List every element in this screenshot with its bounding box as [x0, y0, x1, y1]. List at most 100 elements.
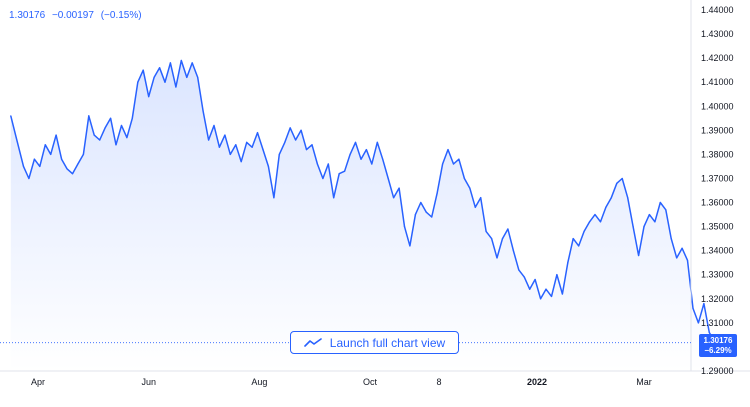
price-point [246, 141, 248, 143]
price-point [507, 228, 509, 230]
price-point [186, 76, 188, 78]
x-tick-label: Apr [31, 377, 45, 387]
price-quote: 1.30176 −0.00197 (−0.15%) [9, 10, 146, 21]
price-point [485, 230, 487, 232]
price-point [289, 127, 291, 129]
price-point [703, 303, 705, 305]
y-tick-label: 1.38000 [701, 149, 734, 159]
price-point [708, 331, 710, 334]
y-tick-label: 1.44000 [701, 5, 734, 15]
price-point [131, 117, 133, 119]
price-point [273, 197, 275, 199]
price-point [327, 163, 329, 165]
price-point [452, 163, 455, 165]
price-point [409, 245, 411, 247]
price-point [349, 153, 351, 155]
price-point [512, 250, 515, 252]
price-point [311, 144, 313, 146]
price-point [496, 257, 498, 259]
last-price-badge: 1.30176 −6.29% [699, 334, 737, 357]
price-point [665, 209, 667, 211]
price-point [425, 211, 427, 213]
price-point [567, 262, 569, 264]
y-tick-label: 1.29000 [701, 366, 734, 376]
price-point [110, 117, 112, 119]
y-tick-label: 1.33000 [701, 270, 734, 280]
price-point [447, 149, 449, 151]
price-point [365, 149, 367, 151]
badge-change-pct: −6.29% [704, 345, 732, 355]
price-point [681, 247, 683, 249]
y-tick-label: 1.35000 [701, 222, 734, 232]
price-point [469, 187, 471, 189]
launch-full-chart-button[interactable]: Launch full chart view [290, 331, 459, 354]
price-point [403, 226, 406, 228]
price-point [616, 182, 618, 184]
x-tick-label: Aug [251, 377, 267, 387]
price-point [534, 278, 536, 281]
price-point [300, 129, 302, 131]
price-point [338, 173, 340, 175]
price-point [71, 173, 74, 175]
y-tick-label: 1.41000 [701, 77, 734, 87]
y-tick-label: 1.31000 [701, 318, 734, 328]
price-point [414, 214, 416, 216]
price-point [676, 257, 678, 259]
price-point [148, 96, 150, 98]
price-point [621, 177, 623, 180]
price-point [545, 288, 547, 290]
price-point [235, 144, 237, 146]
price-point [251, 146, 253, 148]
price-point [442, 163, 444, 165]
price-point [33, 158, 36, 160]
price-point [654, 221, 656, 223]
price-line [10, 59, 716, 343]
y-tick-label: 1.39000 [701, 125, 734, 135]
price-point [382, 158, 384, 160]
price-point [175, 86, 177, 88]
price-point [77, 163, 79, 165]
price-point [561, 293, 564, 295]
price-point [159, 67, 161, 69]
price-point [643, 226, 645, 228]
price-point [589, 221, 591, 223]
y-tick-label: 1.42000 [701, 53, 734, 63]
price-point [229, 153, 231, 155]
x-tick-label: 8 [436, 377, 441, 387]
price-point [431, 216, 433, 218]
price-point [197, 76, 199, 78]
price-point [387, 177, 389, 180]
launch-full-chart-label: Launch full chart view [329, 335, 446, 350]
price-point [22, 165, 25, 167]
price-point [164, 81, 166, 83]
y-tick-label: 1.43000 [701, 29, 734, 39]
price-point [697, 322, 700, 324]
price-point [55, 134, 57, 136]
price-point [540, 298, 542, 300]
x-tick-label: 2022 [527, 377, 547, 387]
price-point [529, 288, 531, 290]
price-point [208, 139, 210, 141]
price-point [610, 197, 612, 199]
price-point [213, 124, 215, 127]
price-point [15, 137, 17, 139]
y-tick-label: 1.37000 [701, 174, 734, 184]
price-point [686, 259, 689, 261]
price-point [360, 158, 362, 160]
price-point [692, 307, 694, 309]
price-point [39, 165, 41, 167]
price-point [638, 254, 640, 257]
price-point [218, 146, 220, 148]
price-point [550, 295, 553, 297]
price-point [50, 153, 52, 155]
price-point [137, 81, 139, 83]
price-point [354, 141, 357, 143]
y-tick-label: 1.34000 [701, 246, 734, 256]
price-point [501, 238, 504, 240]
price-point [572, 238, 574, 240]
price-point [648, 214, 651, 216]
price-point [191, 62, 193, 64]
quote-price: 1.30176 [9, 10, 46, 21]
price-point [93, 134, 95, 136]
price-point [670, 238, 672, 240]
